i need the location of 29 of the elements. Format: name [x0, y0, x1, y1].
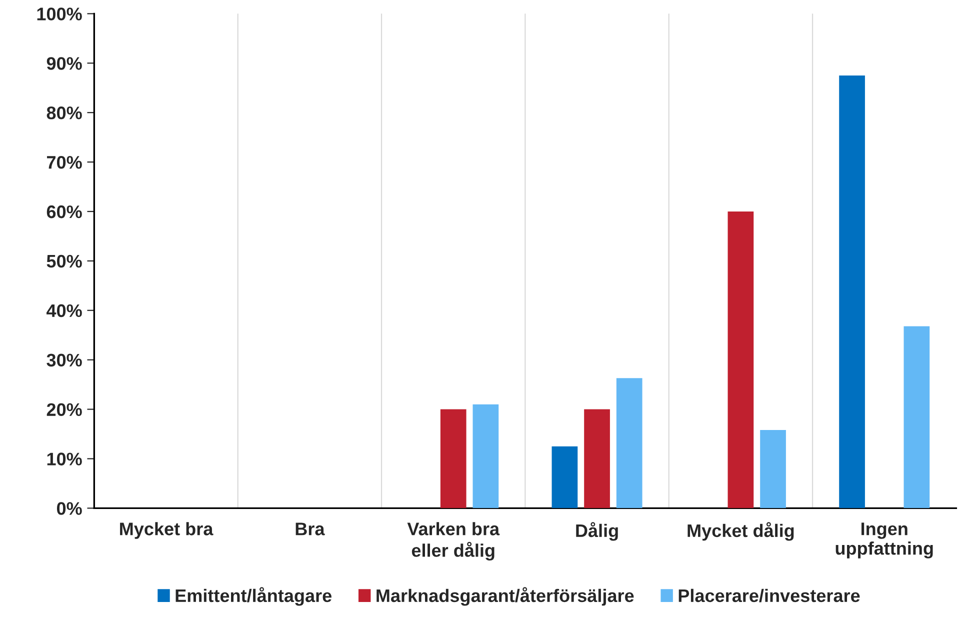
legend-label: Marknadsgarant/återförsäljare: [376, 587, 634, 606]
y-tick-label: 40%: [46, 304, 82, 318]
y-tick-label: 60%: [46, 205, 82, 218]
y-tick-label: 30%: [46, 354, 82, 367]
legend-label: Placerare/investerare: [678, 588, 860, 602]
x-tick-label: Dålig: [576, 522, 618, 541]
y-tick-label: 100%: [37, 8, 82, 20]
bar: [760, 430, 786, 508]
bar: [584, 409, 610, 508]
bar: [728, 211, 754, 508]
bar: [904, 326, 930, 508]
bar: [839, 75, 865, 508]
y-tick-label: 10%: [47, 452, 82, 466]
y-tick-label: 0%: [56, 502, 82, 515]
x-tick-label: Mycket bra: [120, 522, 214, 539]
bar: [440, 409, 466, 508]
bar: [472, 404, 499, 508]
y-tick-label: 50%: [46, 254, 82, 268]
x-tick-label: Mycket dålig: [688, 522, 794, 541]
bar: [552, 446, 578, 508]
y-tick-label: 80%: [46, 106, 82, 120]
x-tick-label: Varken bra eller dålig: [407, 522, 500, 561]
legend-label: Emittent/låntagare: [176, 587, 332, 606]
bar: [616, 378, 642, 508]
y-tick-label: 90%: [46, 57, 82, 70]
x-tick-label: Ingen uppfattning: [836, 522, 933, 558]
y-tick-label: 20%: [46, 403, 82, 416]
y-tick-label: 70%: [47, 156, 82, 169]
x-tick-label: Bra: [296, 522, 325, 536]
